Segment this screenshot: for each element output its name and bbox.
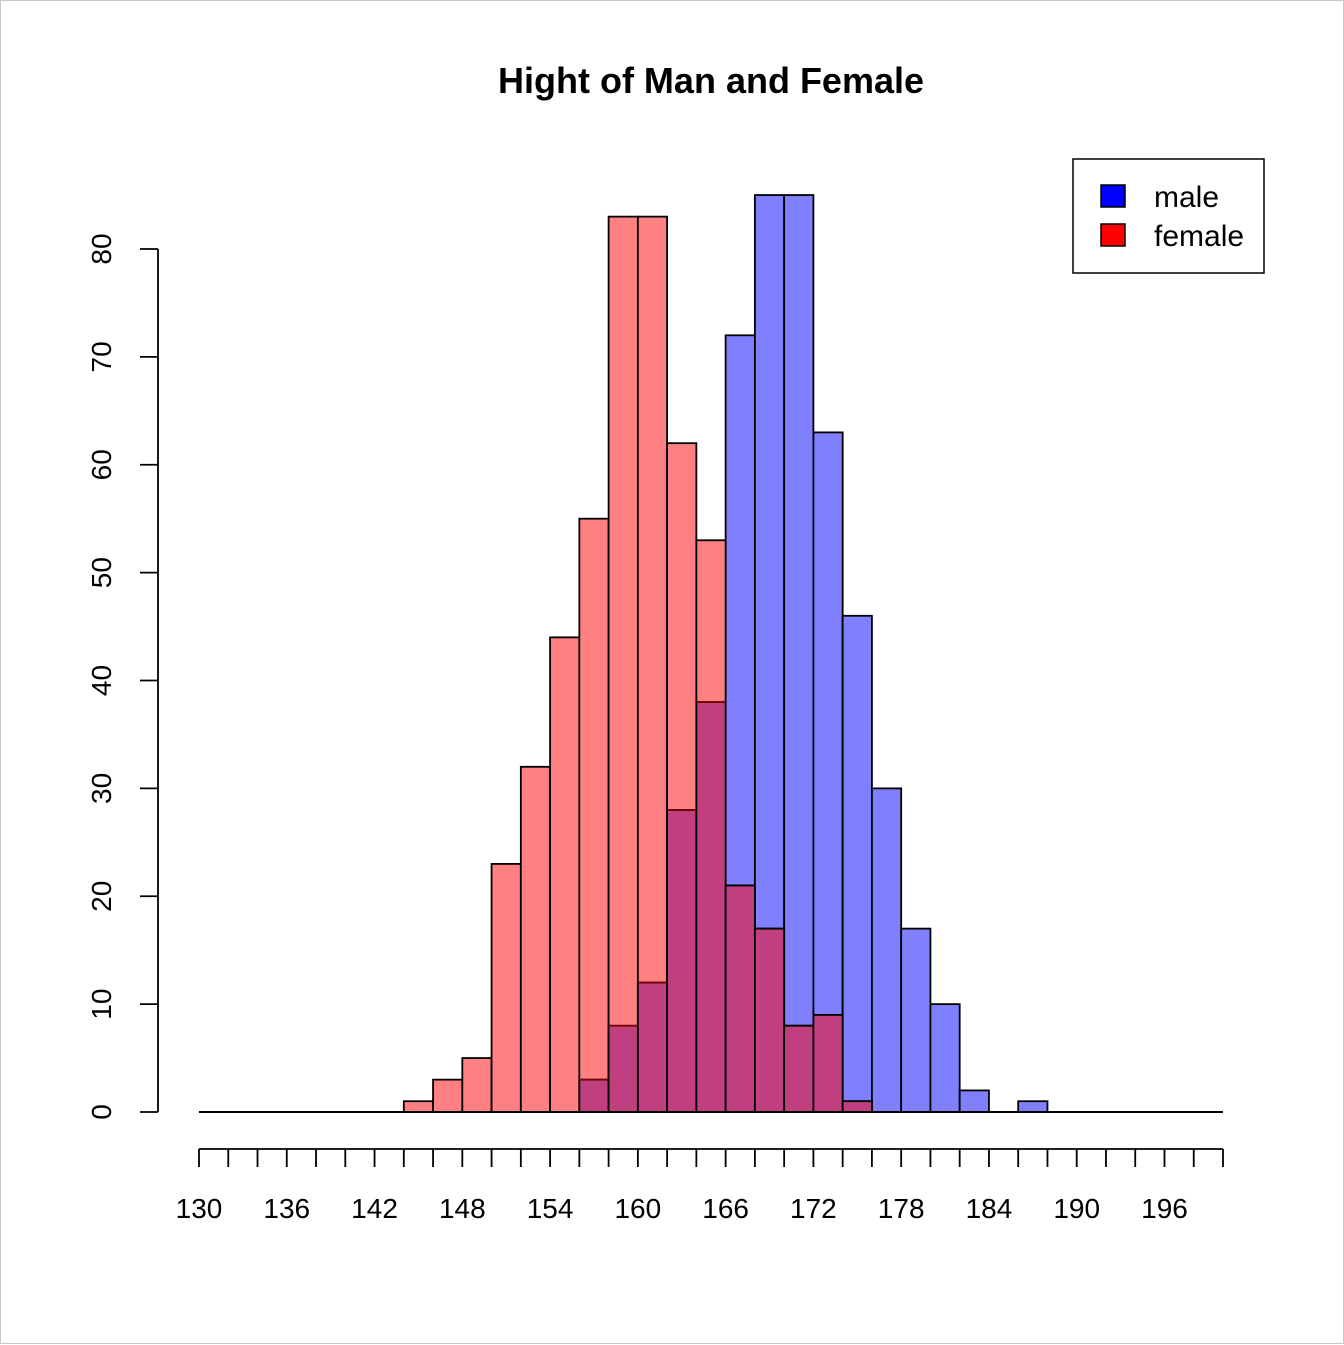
x-tick-label-148: 148 [439,1193,486,1224]
bar-female-144-146 [402,1100,434,1113]
y-tick-label-10: 10 [86,989,117,1020]
bar-overlap-164-166 [695,701,727,1113]
y-tick-label-50: 50 [86,557,117,588]
bar-female-158-160 [607,215,639,1113]
y-axis: 0 10 20 30 40 50 60 70 80 [86,233,159,1120]
y-tick-label-80: 80 [86,233,117,264]
x-tick-label-142: 142 [351,1193,398,1224]
legend-swatch-male [1100,184,1126,208]
bar-male-172-174 [812,431,844,1113]
x-tick-label-196: 196 [1141,1193,1188,1224]
bar-female-148-150 [461,1057,493,1113]
bar-overlap-172-174 [812,1014,844,1113]
y-tick-label-40: 40 [86,665,117,696]
bar-overlap-162-164 [666,809,698,1113]
x-tick-label-178: 178 [878,1193,925,1224]
bar-overlap-158-160 [607,1024,639,1113]
legend-swatch-female [1100,223,1126,247]
legend-box [1072,158,1265,274]
y-tick-label-70: 70 [86,341,117,372]
y-tick-label-60: 60 [86,449,117,480]
bar-male-182-184 [958,1089,990,1113]
bar-overlap-160-162 [636,981,669,1113]
bar-male-174-176 [841,614,873,1113]
x-axis: 130 136 142 148 154 160 166 172 178 184 190 196 [176,1148,1224,1224]
bar-female-160-162 [636,215,669,1113]
bar-female-152-154 [519,765,551,1113]
bar-female-156-158 [578,517,610,1113]
x-tick-label-160: 160 [614,1193,661,1224]
x-tick-label-172: 172 [790,1193,837,1224]
x-tick-label-166: 166 [702,1193,749,1224]
bar-male-170-172 [783,194,815,1113]
legend-label-female: female [1154,220,1244,253]
y-tick-label-30: 30 [86,773,117,804]
x-tick-label-136: 136 [263,1193,310,1224]
chart-title: Hight of Man and Female [498,60,924,101]
bar-overlap-170-172 [783,1024,815,1113]
bar-male-186-188 [1017,1100,1049,1113]
bar-overlap-156-158 [578,1078,610,1113]
y-tick-label-20: 20 [86,881,117,912]
bar-female-146-148 [432,1078,464,1113]
bars-layer [402,194,1049,1113]
bar-female-154-156 [549,636,581,1113]
x-tick-label-130: 130 [176,1193,223,1224]
bar-overlap-174-176 [841,1100,873,1113]
bar-male-176-178 [871,787,903,1113]
legend: male female [1072,158,1265,274]
bar-male-180-182 [929,1003,961,1113]
x-tick-label-154: 154 [527,1193,574,1224]
bar-overlap-168-170 [753,927,786,1113]
bar-male-178-180 [900,927,932,1113]
bar-female-150-152 [490,862,522,1113]
legend-label-male: male [1154,181,1219,214]
x-tick-label-190: 190 [1053,1193,1100,1224]
bar-overlap-166-168 [724,884,756,1113]
y-tick-label-0: 0 [86,1104,117,1120]
x-tick-label-184: 184 [966,1193,1013,1224]
